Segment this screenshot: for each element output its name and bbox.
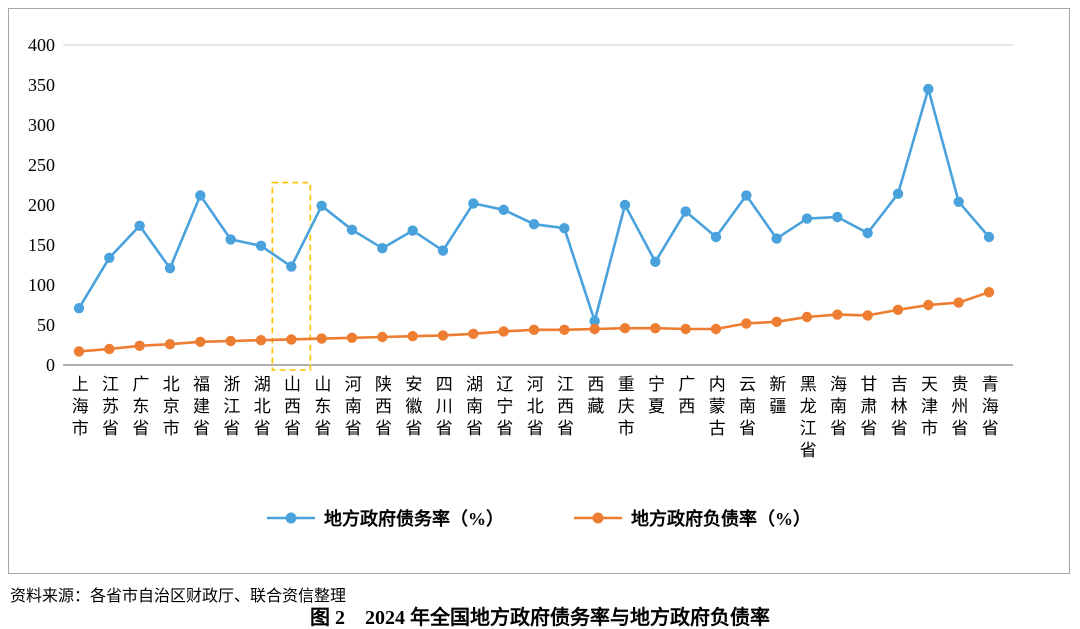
series-marker — [134, 340, 145, 351]
legend-marker-icon — [574, 512, 622, 524]
series-marker — [862, 227, 873, 239]
series-marker — [619, 199, 631, 211]
series-marker — [771, 316, 782, 327]
series-marker — [195, 336, 206, 347]
series-marker — [983, 231, 995, 243]
series-marker — [316, 333, 327, 344]
y-tick-label: 350 — [28, 75, 55, 95]
series-marker — [559, 324, 570, 335]
y-tick-label: 0 — [46, 355, 55, 375]
series-marker — [255, 335, 267, 346]
source-note: 资料来源：各省市自治区财政厅、联合资信整理 — [10, 588, 347, 605]
series-marker — [710, 231, 722, 243]
series-marker — [346, 332, 358, 343]
legend-marker-icon — [267, 512, 315, 524]
series-marker — [468, 328, 479, 339]
series-marker — [892, 188, 904, 199]
series-marker — [286, 261, 297, 272]
series-marker — [104, 252, 115, 263]
series-marker — [923, 83, 934, 95]
series-marker — [680, 206, 691, 217]
series-marker — [801, 311, 813, 323]
series-line-0 — [77, 87, 990, 323]
series-marker — [255, 240, 267, 251]
series-marker — [923, 299, 934, 311]
legend-item: 地方政府负债率（%） — [574, 505, 811, 531]
legend-label: 地方政府负债率（%） — [631, 509, 811, 529]
chart-figure: 0 50 100 150 200 250 300 350 400 上海市 江苏省 广东省 北京市 福建省… — [8, 8, 1070, 574]
series-marker — [468, 198, 479, 209]
series-marker — [225, 234, 236, 245]
series-marker — [195, 190, 206, 201]
series-marker — [953, 196, 964, 207]
series-marker — [862, 310, 873, 321]
y-tick-label: 50 — [37, 315, 55, 335]
series-marker — [437, 330, 449, 341]
series-marker — [741, 318, 752, 329]
highlight-dashed-box — [271, 181, 312, 371]
series-marker — [164, 339, 176, 350]
legend-item: 地方政府债务率（%） — [267, 505, 504, 531]
series-marker — [407, 331, 418, 342]
series-marker — [437, 245, 449, 256]
y-tick-label: 250 — [28, 155, 55, 175]
series-marker — [559, 223, 570, 234]
series-marker — [346, 224, 358, 235]
legend-label: 地方政府债务率（%） — [324, 509, 504, 529]
series-marker — [407, 225, 418, 236]
series-marker — [104, 343, 115, 355]
series-marker — [225, 335, 236, 347]
series-marker — [832, 211, 843, 223]
series-marker — [589, 323, 600, 335]
series-marker — [983, 287, 995, 298]
y-tick-label: 150 — [28, 235, 55, 255]
series-marker — [892, 304, 904, 315]
series-marker — [589, 315, 600, 327]
series-line-1 — [78, 290, 990, 353]
series-marker — [498, 204, 509, 215]
series-marker — [377, 331, 388, 343]
series-marker — [953, 297, 964, 308]
figure-caption: 图 2 2024 年全国地方政府债务率与地方政府负债率 — [310, 607, 770, 629]
series-marker — [528, 219, 540, 230]
series-marker — [528, 324, 540, 335]
series-marker — [619, 323, 631, 334]
series-marker — [741, 190, 752, 201]
line-chart-canvas: 0 50 100 150 200 250 300 350 400 — [28, 35, 1013, 375]
series-marker — [73, 303, 85, 314]
series-marker — [164, 263, 176, 274]
series-marker — [650, 256, 661, 267]
series-marker — [134, 220, 145, 231]
series-marker — [316, 200, 327, 211]
series-marker — [377, 243, 388, 254]
series-marker — [710, 323, 722, 335]
y-tick-label: 200 — [28, 195, 55, 215]
series-marker — [832, 309, 843, 320]
series-marker — [650, 323, 661, 334]
chart-legend: 地方政府债务率（%） 地方政府负债率（%） — [9, 505, 1069, 531]
y-tick-label: 100 — [28, 275, 55, 295]
series-marker — [286, 334, 297, 345]
y-tick-label: 300 — [28, 115, 55, 135]
series-marker — [801, 213, 813, 224]
series-marker — [498, 326, 509, 337]
y-tick-label: 400 — [28, 35, 55, 55]
series-marker — [771, 233, 782, 244]
series-marker — [73, 346, 85, 357]
series-marker — [680, 323, 691, 335]
